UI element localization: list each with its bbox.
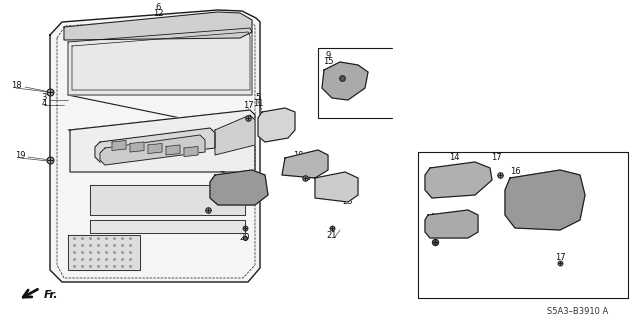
Polygon shape (68, 235, 140, 270)
Polygon shape (505, 170, 585, 230)
Polygon shape (425, 210, 478, 238)
Polygon shape (90, 185, 245, 215)
Polygon shape (166, 145, 180, 155)
Text: 12: 12 (153, 10, 163, 19)
Text: 18: 18 (11, 80, 21, 90)
Text: S5A3–B3910 A: S5A3–B3910 A (547, 307, 609, 315)
Text: 4: 4 (42, 99, 47, 108)
Polygon shape (315, 172, 358, 202)
Text: 6: 6 (156, 4, 161, 12)
Polygon shape (258, 108, 295, 142)
Polygon shape (425, 162, 492, 198)
Text: 19: 19 (15, 151, 25, 160)
Text: 20: 20 (240, 234, 250, 242)
Text: 21: 21 (327, 231, 337, 240)
Polygon shape (100, 135, 205, 165)
Text: 10: 10 (292, 151, 303, 160)
Text: 8: 8 (346, 190, 351, 199)
Text: 14: 14 (449, 153, 460, 162)
Text: 20: 20 (429, 227, 440, 236)
Text: 17: 17 (491, 153, 501, 162)
Text: 11: 11 (253, 100, 263, 108)
Text: 17: 17 (555, 254, 565, 263)
Text: 17: 17 (243, 100, 253, 109)
Text: 13: 13 (555, 174, 565, 182)
Text: 5: 5 (255, 93, 260, 102)
Text: 7: 7 (220, 170, 225, 180)
Polygon shape (50, 10, 260, 282)
Text: 9: 9 (325, 50, 331, 60)
Text: 22: 22 (217, 176, 227, 186)
Polygon shape (184, 146, 198, 157)
Text: Fr.: Fr. (44, 290, 58, 300)
Polygon shape (282, 150, 328, 178)
Text: 15: 15 (323, 56, 333, 65)
Text: 17: 17 (301, 173, 312, 182)
Polygon shape (70, 110, 255, 172)
Polygon shape (112, 140, 126, 151)
Polygon shape (68, 28, 252, 95)
Polygon shape (322, 62, 368, 100)
Text: 17: 17 (202, 197, 212, 206)
Text: 16: 16 (509, 167, 520, 176)
Polygon shape (130, 142, 144, 152)
Polygon shape (95, 128, 215, 162)
Text: 2: 2 (243, 227, 248, 236)
Text: 23: 23 (342, 197, 353, 205)
Polygon shape (215, 115, 255, 155)
Text: 3: 3 (42, 93, 47, 101)
Polygon shape (148, 144, 162, 153)
Polygon shape (64, 12, 252, 40)
Polygon shape (90, 220, 245, 233)
Text: 1: 1 (430, 213, 436, 222)
Polygon shape (210, 170, 268, 205)
